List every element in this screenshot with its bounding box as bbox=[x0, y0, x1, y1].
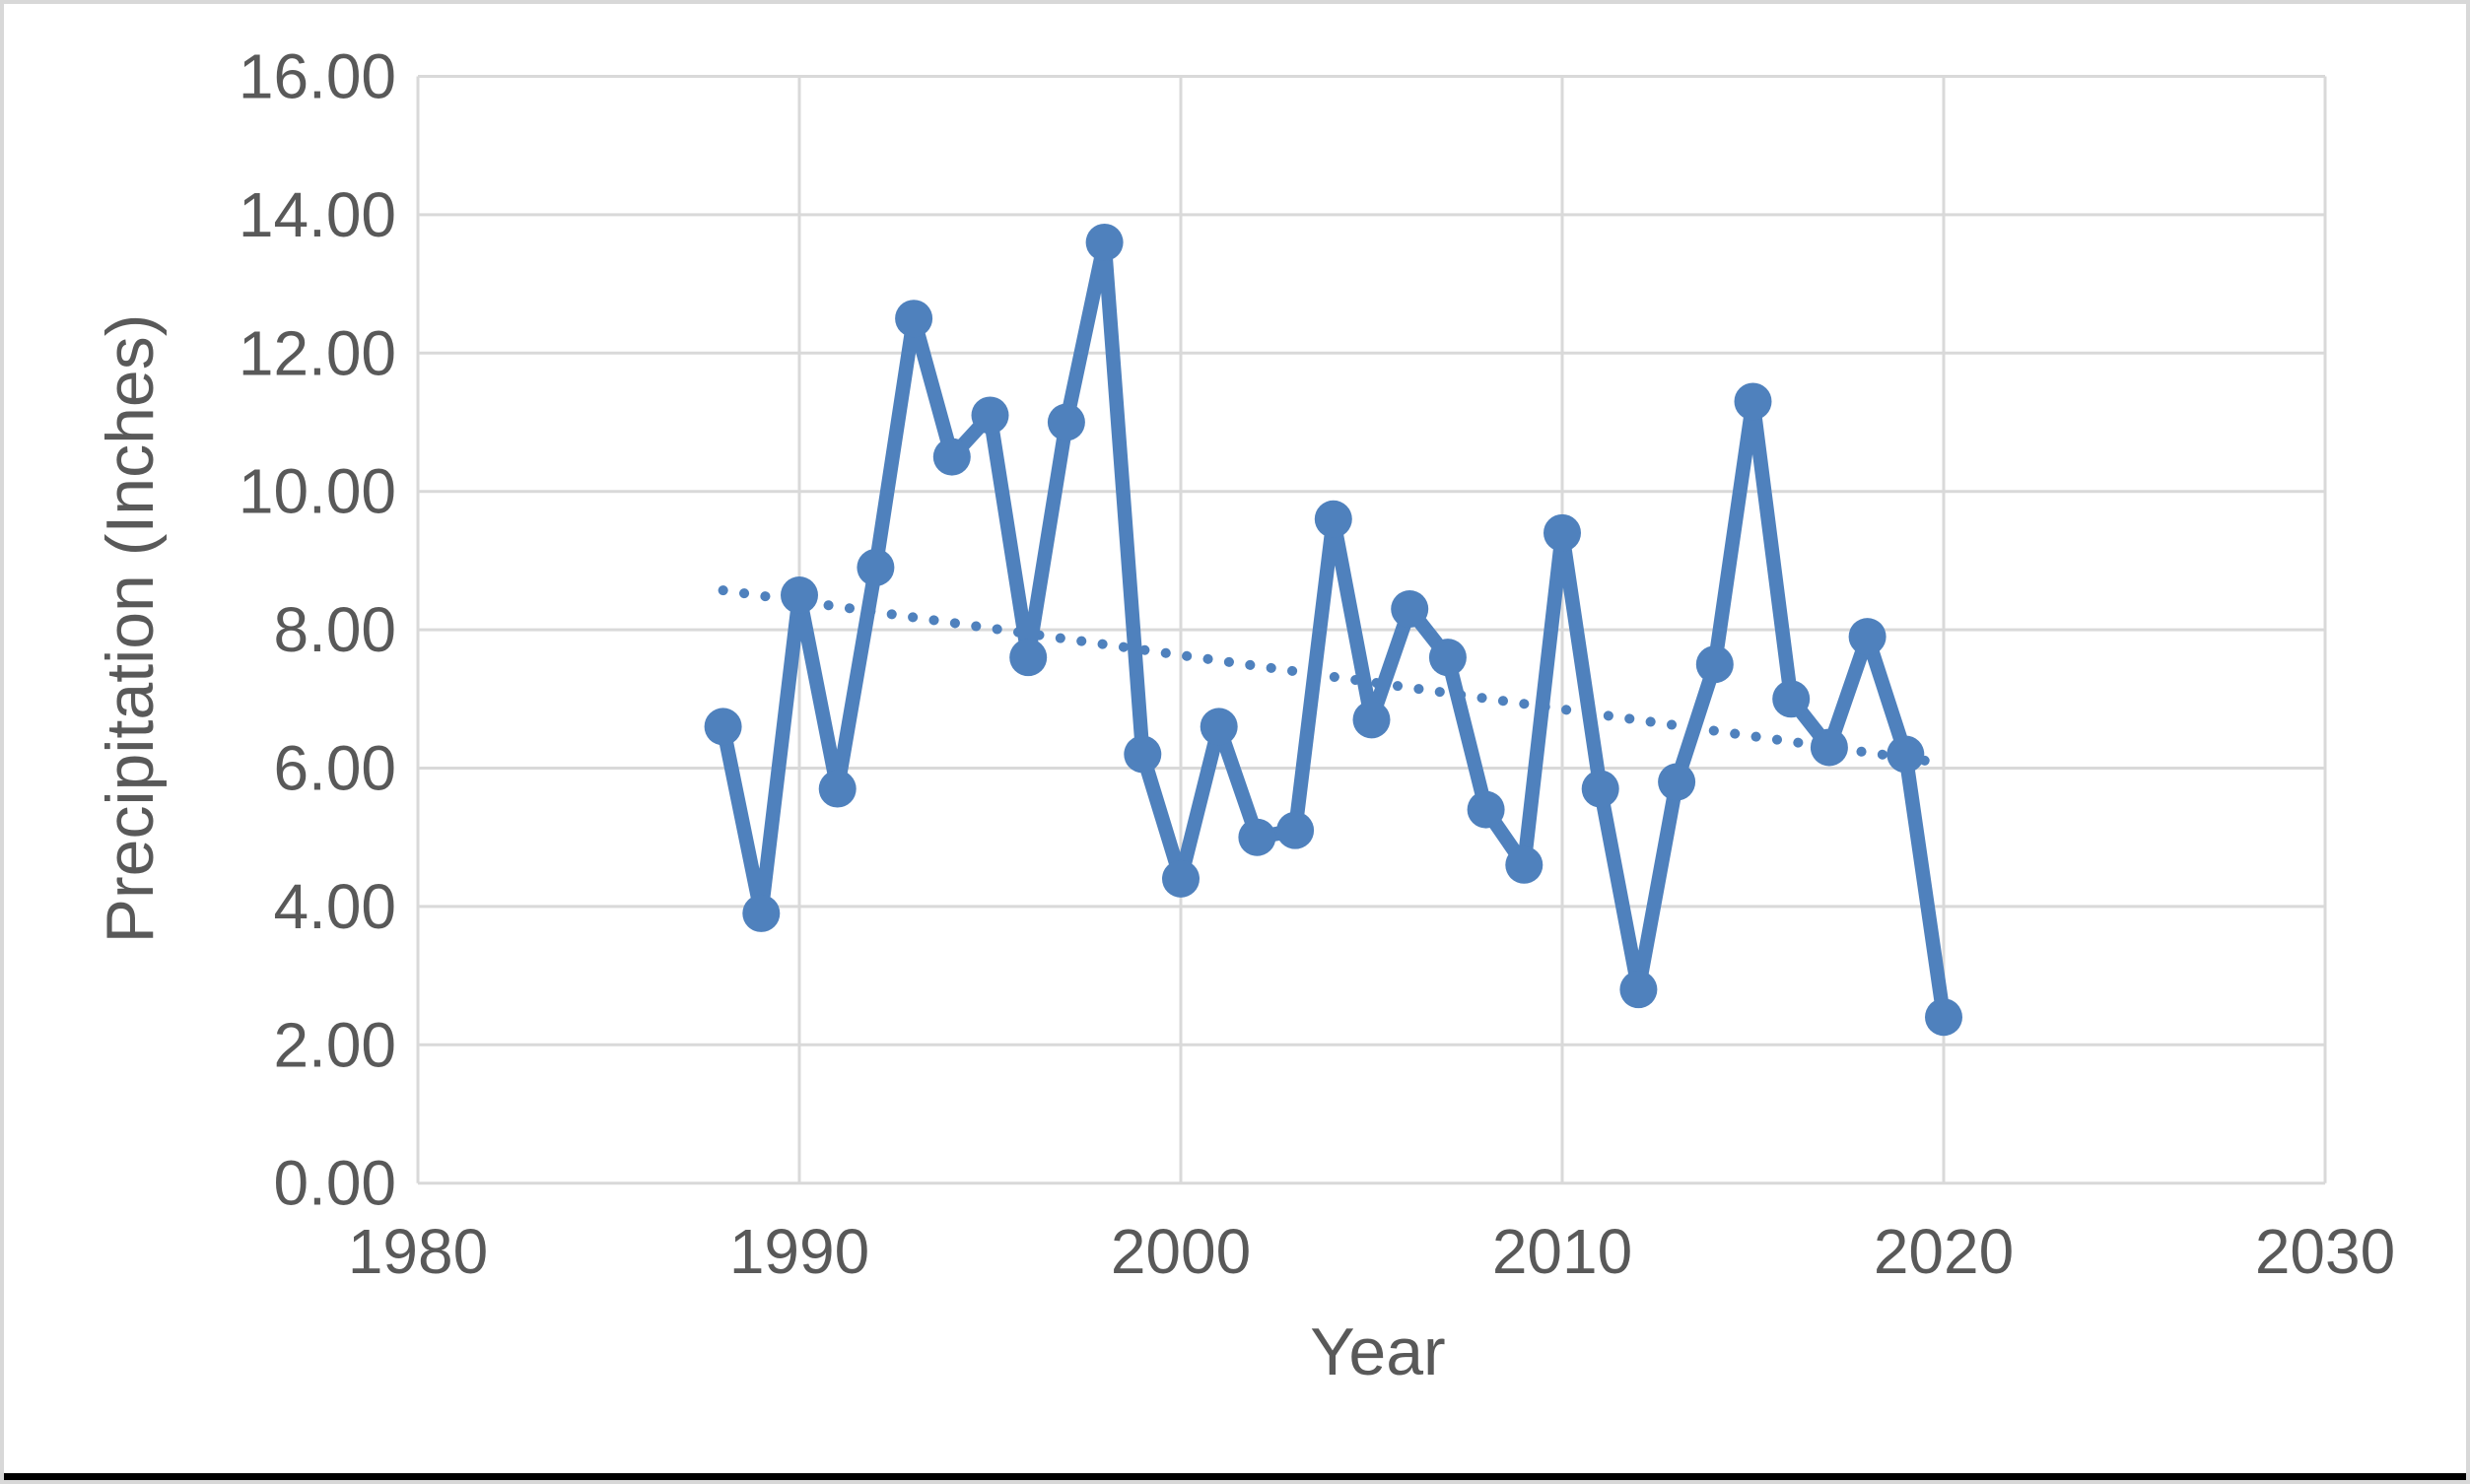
data-point-marker bbox=[704, 708, 742, 746]
y-tick-label: 2.00 bbox=[273, 1009, 396, 1080]
y-tick-label: 6.00 bbox=[273, 733, 396, 804]
chart-canvas: 0.00 2.00 4.00 6.00 8.00 10.00 12.00 14.00 16.00… bbox=[239, 41, 2395, 1288]
data-point-marker bbox=[1734, 382, 1772, 421]
data-point-marker bbox=[1695, 645, 1734, 684]
data-point-marker bbox=[1009, 639, 1048, 677]
y-axis-title: Precipitation (Inches) bbox=[93, 313, 168, 944]
data-point-marker bbox=[1238, 818, 1276, 856]
y-tick-label: 16.00 bbox=[239, 41, 396, 112]
window-bottom-edge bbox=[4, 1473, 2466, 1480]
data-point-marker bbox=[1391, 590, 1429, 629]
data-point-marker bbox=[1162, 859, 1200, 898]
x-tick-label: 1990 bbox=[729, 1216, 869, 1287]
y-tick-label: 10.00 bbox=[239, 456, 396, 527]
data-point-marker bbox=[1428, 639, 1467, 677]
data-point-marker bbox=[932, 438, 971, 476]
y-tick-label: 4.00 bbox=[273, 871, 396, 942]
data-point-marker bbox=[781, 576, 818, 614]
x-axis-title: Year bbox=[1310, 1315, 1446, 1389]
x-tick-label: 2030 bbox=[2255, 1216, 2395, 1287]
y-tick-label: 0.00 bbox=[273, 1148, 396, 1219]
data-point-marker bbox=[1276, 811, 1315, 849]
data-point-marker bbox=[1505, 845, 1544, 884]
data-point-marker bbox=[1047, 403, 1085, 441]
trendline-dotted bbox=[718, 585, 1949, 769]
data-point-marker bbox=[1581, 770, 1619, 808]
data-point-marker bbox=[1772, 680, 1811, 718]
x-tick-label: 2020 bbox=[1874, 1216, 2014, 1287]
data-point-marker bbox=[1810, 728, 1848, 767]
data-point-marker bbox=[1887, 735, 1925, 774]
data-point-marker bbox=[1314, 500, 1352, 538]
y-tick-label: 14.00 bbox=[239, 179, 396, 250]
data-point-marker bbox=[1200, 708, 1238, 746]
x-tick-label: 1980 bbox=[348, 1216, 488, 1287]
data-point-marker bbox=[895, 300, 933, 338]
data-point-marker bbox=[1352, 701, 1391, 739]
data-point-marker bbox=[1544, 513, 1581, 552]
data-point-marker bbox=[1467, 790, 1505, 829]
y-tick-label: 12.00 bbox=[239, 317, 396, 388]
data-point-marker bbox=[971, 396, 1009, 435]
data-point-marker bbox=[1925, 998, 1962, 1037]
data-point-marker bbox=[742, 894, 781, 932]
data-point-marker bbox=[1085, 223, 1124, 261]
data-point-marker bbox=[1124, 735, 1162, 774]
y-tick-label: 8.00 bbox=[273, 594, 396, 665]
data-point-marker bbox=[1848, 618, 1887, 656]
x-tick-label: 2010 bbox=[1492, 1216, 1632, 1287]
data-point-marker bbox=[857, 548, 895, 586]
data-point-marker bbox=[818, 770, 857, 808]
data-point-marker bbox=[1619, 971, 1658, 1009]
data-point-marker bbox=[1658, 763, 1696, 801]
x-tick-label: 2000 bbox=[1111, 1216, 1251, 1287]
